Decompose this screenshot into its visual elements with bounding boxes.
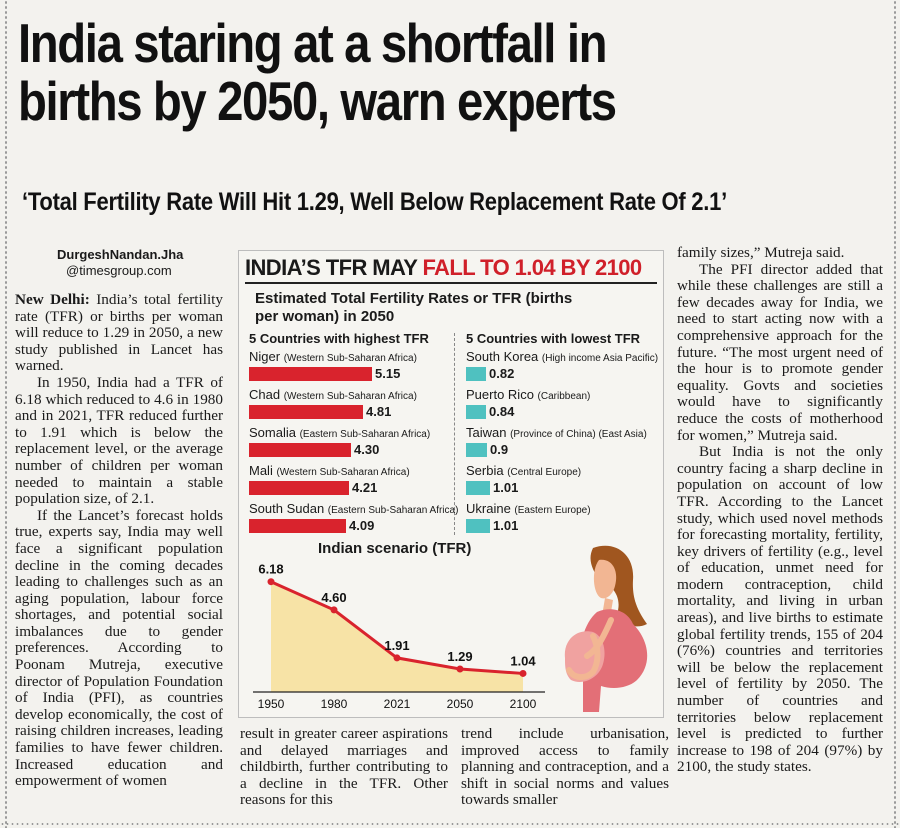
bar-value-label: 4.09 xyxy=(349,518,375,533)
byline-author: DurgeshNandan.Jha xyxy=(57,247,184,262)
lowest-tfr-heading: 5 Countries with lowest TFR xyxy=(466,331,641,346)
bar-value-label: 5.15 xyxy=(375,366,401,381)
right-border-dots xyxy=(893,0,897,828)
bar xyxy=(466,367,486,381)
bar-value-label: 1.01 xyxy=(493,518,519,533)
bar xyxy=(466,481,490,495)
bar xyxy=(466,443,487,457)
dateline: New Delhi: xyxy=(15,291,90,308)
headline-line-2: births by 2050, warn experts xyxy=(18,70,617,132)
article-paragraph: The PFI director added that while these … xyxy=(677,260,883,444)
bottom-border-dots xyxy=(0,822,900,826)
data-label: 1.04 xyxy=(510,653,536,668)
article-column-2: result in greater career aspirations and… xyxy=(240,725,448,809)
data-label: 6.18 xyxy=(258,562,283,577)
bar xyxy=(249,443,351,457)
article-column-3: trend include urbanisation, improved acc… xyxy=(461,725,669,809)
area-fill xyxy=(271,581,523,692)
headline-line-1: India staring at a shortfall in xyxy=(18,12,607,74)
bar xyxy=(249,481,349,495)
line-chart-title: Indian scenario (TFR) xyxy=(318,540,472,557)
x-tick-label: 1980 xyxy=(321,697,348,711)
x-tick-label: 2100 xyxy=(510,697,537,711)
country-label: Taiwan (Province of China) (East Asia) xyxy=(466,425,647,440)
data-label: 1.91 xyxy=(384,638,409,653)
bar xyxy=(466,519,490,533)
country-label: Serbia (Central Europe) xyxy=(466,463,582,478)
bar-value-label: 4.30 xyxy=(354,442,380,457)
byline-handle: @timesgroup.com xyxy=(66,263,172,278)
article-column-4: family sizes,” Mutreja said. The PFI dir… xyxy=(677,244,883,776)
article-paragraph: In 1950, India had a TFR of 6.18 which r… xyxy=(15,373,223,508)
country-label: Niger (Western Sub-Saharan Africa) xyxy=(249,349,417,364)
bar-chart-title: Estimated Total Fertility Rates or TFR (… xyxy=(255,290,573,325)
bar-value-label: 1.01 xyxy=(493,480,519,495)
bar xyxy=(249,367,372,381)
country-label: Somalia (Eastern Sub-Saharan Africa) xyxy=(249,425,431,440)
x-tick-label: 1950 xyxy=(258,697,285,711)
data-point xyxy=(393,654,401,662)
article-column-1: New Delhi: India’s total fertility rate … xyxy=(15,291,223,790)
country-label: South Korea (High income Asia Pacific) xyxy=(466,349,659,364)
x-tick-label: 2050 xyxy=(447,697,474,711)
highest-tfr-heading: 5 Countries with highest TFR xyxy=(249,331,429,346)
bar-value-label: 0.9 xyxy=(490,442,509,457)
x-tick-label: 2021 xyxy=(384,697,411,711)
data-point xyxy=(267,578,275,586)
bar-value-label: 4.81 xyxy=(366,404,392,419)
infographic-title: INDIA’S TFR MAY FALL TO 1.04 BY 2100 xyxy=(245,254,657,284)
data-point xyxy=(519,669,527,677)
bar-value-label: 0.82 xyxy=(489,366,515,381)
country-label: Mali (Western Sub-Saharan Africa) xyxy=(249,463,410,478)
article-paragraph: But India is not the only country facing… xyxy=(677,443,883,776)
data-point xyxy=(330,606,338,614)
country-label: Puerto Rico (Caribbean) xyxy=(466,387,591,402)
article-paragraph: If the Lancet’s forecast holds true, exp… xyxy=(15,506,223,790)
bar-value-label: 4.21 xyxy=(352,480,378,495)
data-label: 4.60 xyxy=(321,590,346,605)
article-paragraph: New Delhi: India’s total fertility rate … xyxy=(15,291,223,375)
country-label: Chad (Western Sub-Saharan Africa) xyxy=(249,387,417,402)
indian-scenario-chart: 6.18 1950 4.60 1980 1.91 2021 1.29 2050 1.04 2100 xyxy=(253,562,545,711)
country-label: Ukraine (Eastern Europe) xyxy=(466,501,591,516)
bar xyxy=(249,519,346,533)
bar-value-label: 0.84 xyxy=(489,404,515,419)
article-paragraph: family sizes,” Mutreja said. xyxy=(677,244,845,261)
headline: India staring at a shortfall in births b… xyxy=(18,14,878,130)
data-label: 1.29 xyxy=(447,649,472,664)
pregnant-woman-illustration xyxy=(564,545,648,712)
data-point xyxy=(456,665,464,673)
bar xyxy=(466,405,486,419)
bar xyxy=(249,405,363,419)
subheadline: ‘Total Fertility Rate Will Hit 1.29, Wel… xyxy=(22,188,727,216)
left-border-dots xyxy=(4,0,8,828)
country-label: South Sudan (Eastern Sub-Saharan Africa) xyxy=(249,501,459,516)
column-divider xyxy=(454,333,455,535)
